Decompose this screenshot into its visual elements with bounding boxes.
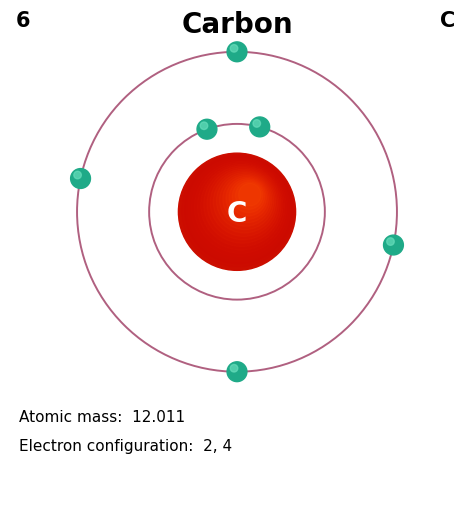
Circle shape	[74, 172, 82, 179]
Circle shape	[219, 174, 272, 226]
Circle shape	[201, 164, 283, 247]
Circle shape	[194, 161, 286, 253]
Circle shape	[383, 235, 403, 255]
Circle shape	[200, 122, 208, 130]
Circle shape	[227, 42, 247, 62]
Text: Atomic mass:  12.011: Atomic mass: 12.011	[19, 410, 185, 425]
Text: C: C	[227, 200, 247, 228]
Circle shape	[197, 119, 217, 139]
Circle shape	[229, 179, 266, 216]
Text: 6: 6	[16, 11, 31, 31]
Text: Electron configuration:  2, 4: Electron configuration: 2, 4	[19, 439, 232, 454]
Circle shape	[387, 238, 394, 245]
Text: Carbon: Carbon	[181, 11, 293, 39]
Circle shape	[230, 45, 238, 52]
Circle shape	[197, 163, 285, 250]
Circle shape	[178, 153, 296, 270]
Circle shape	[71, 168, 91, 188]
Circle shape	[204, 166, 281, 243]
Circle shape	[238, 183, 261, 206]
Circle shape	[236, 182, 263, 209]
Circle shape	[223, 176, 270, 223]
Circle shape	[185, 156, 292, 264]
Circle shape	[227, 362, 247, 381]
Circle shape	[230, 365, 238, 372]
Circle shape	[191, 160, 288, 257]
Circle shape	[226, 177, 268, 220]
Circle shape	[178, 153, 296, 270]
Circle shape	[217, 172, 274, 230]
Circle shape	[232, 180, 265, 212]
Circle shape	[182, 155, 294, 267]
Text: VectorStock: VectorStock	[14, 488, 94, 501]
Circle shape	[250, 117, 270, 137]
Text: C: C	[440, 11, 456, 31]
Circle shape	[207, 167, 279, 240]
Circle shape	[253, 120, 261, 127]
Circle shape	[210, 169, 277, 237]
Circle shape	[188, 158, 290, 260]
Circle shape	[213, 170, 275, 233]
Text: VectorStock.com/6009052: VectorStock.com/6009052	[322, 489, 460, 500]
